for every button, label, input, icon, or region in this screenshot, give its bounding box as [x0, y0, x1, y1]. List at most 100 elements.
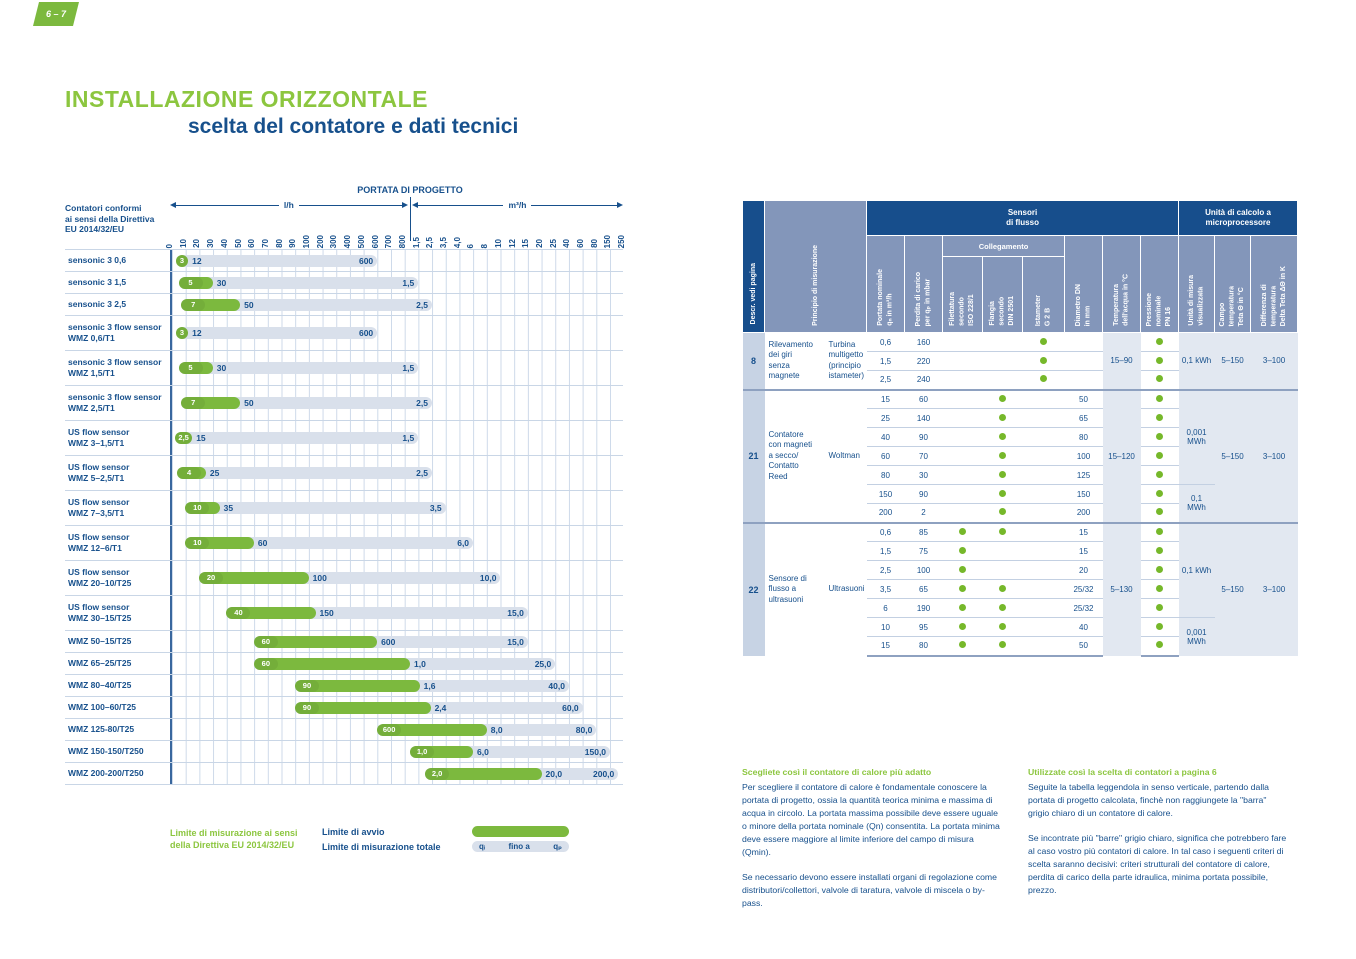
axis-tick-label: 800 [397, 234, 407, 248]
connection-dot-icon [999, 527, 1006, 535]
cell-pressione [1140, 521, 1179, 542]
cell-filettatura [942, 408, 983, 428]
col-header-flangia: Flangia secondo DIN 2501 [982, 256, 1023, 333]
pressure-dot-icon [1156, 394, 1163, 402]
table-row: 22 Sensore di flusso a ultrasuoni Ultrasuo… [742, 521, 1298, 656]
cell-pressione [1140, 541, 1179, 561]
table-row: 21 Contatore con magneti a secco/ Contatt… [742, 388, 1298, 523]
bar-start-range [294, 701, 431, 714]
cell-temperatura: 15–120 [1102, 388, 1141, 523]
legend-green-bar [472, 826, 569, 837]
meter-name: sensonic 3 1,5 [68, 277, 127, 288]
bar-start-range [185, 502, 220, 514]
axis-tick-label: 60 [247, 239, 257, 248]
bar-mid-value: 15 [196, 433, 206, 443]
bar-start-value: 7 [181, 298, 206, 311]
meter-name: sensonic 3 flow sensor WMZ 0,6/T1 [68, 322, 162, 343]
meter-name: WMZ 100–60/T25 [68, 702, 137, 713]
chart-row-plot: 600 8,0 80,0 [169, 719, 623, 740]
pressure-dot-icon [1156, 451, 1163, 459]
table-header-row: Descr. vedi pagina Principio di misurazio… [742, 200, 1299, 333]
axis-tick-label: 6 [466, 243, 476, 248]
cell-pressione [1141, 333, 1179, 352]
cell-istameter [1022, 521, 1065, 542]
bar-total-range [178, 362, 419, 374]
cell-perdita: 85 [904, 521, 943, 542]
col-header-portata: Portata nominale qₙ in m³/h [866, 235, 905, 333]
cell-istameter [1022, 351, 1065, 371]
bar-total-range [178, 276, 419, 289]
meter-name: US flow sensor WMZ 3–1,5/T1 [68, 427, 130, 448]
cell-differenza: 3–100 [1250, 332, 1298, 390]
legend-label-gray: Limite di misurazione totale [322, 841, 441, 852]
bar-start-value: 3 [175, 327, 189, 339]
cell-flangia [982, 408, 1023, 428]
chart-row: sensonic 3 flow sensor WMZ 2,5/T1 7 50 2,5 [65, 386, 623, 421]
meter-name: US flow sensor WMZ 7–3,5/T1 [68, 497, 130, 518]
cell-campo: 5–150 [1214, 521, 1251, 656]
cell-temperatura: 15–90 [1102, 332, 1141, 390]
cell-flangia [982, 541, 1023, 561]
cell-istameter [1022, 465, 1065, 485]
cell-portata: 60 [866, 446, 905, 466]
cell-pressione [1140, 617, 1179, 637]
cell-portata: 3,5 [866, 579, 905, 599]
chart-row: sensonic 3 flow sensor WMZ 1,5/T1 5 30 1,5 [65, 351, 623, 386]
pressure-dot-icon [1156, 413, 1163, 421]
bar-mid-value: 20,0 [545, 768, 563, 779]
chart-row: WMZ 100–60/T25 90 2,4 60,0 [65, 697, 623, 719]
pressure-dot-icon [1156, 432, 1163, 440]
meter-name: WMZ 200-200/T250 [68, 768, 144, 779]
bar-start-value: 40 [226, 607, 251, 619]
chart-row-plot: 10 35 3,5 [169, 491, 623, 525]
legend-qi: qᵢ [479, 842, 486, 851]
meter-name: WMZ 50–15/T25 [68, 636, 132, 647]
cell-unita: 0,001 MWh [1178, 388, 1215, 485]
cell-perdita: 75 [904, 541, 943, 561]
bar-mid-value: 600 [381, 636, 396, 647]
axis-tick-label: 20 [534, 239, 544, 248]
cell-pressione [1140, 560, 1179, 580]
axis-tick-label: 200 [315, 234, 325, 248]
table-row: 60 70 100 [743, 446, 1298, 466]
bar-start-range [177, 467, 206, 479]
cell-filettatura [942, 427, 983, 447]
bar-mid-value: 25 [209, 468, 220, 478]
axis-tick-label: 400 [343, 234, 353, 248]
connection-dot-icon [1040, 375, 1047, 383]
cell-unita: 0,001 MWh [1178, 617, 1215, 656]
cell-portata: 15 [866, 388, 905, 409]
arrow-right-icon [617, 202, 624, 208]
cell-istameter [1022, 408, 1065, 428]
cell-principio: Contatore con magneti a secco/ Contatto … [764, 388, 825, 523]
bar-start-range [253, 635, 378, 648]
cell-diametro [1064, 370, 1103, 390]
cell-istameter [1022, 446, 1065, 466]
cell-perdita: 100 [904, 560, 943, 580]
cell-pressione [1140, 351, 1179, 371]
cell-portata: 200 [866, 503, 905, 523]
page-number: 6 – 7 [45, 9, 67, 19]
bar-end-value: 15,0 [507, 608, 524, 618]
table-row: 150 90 150 0,1 MWh [743, 484, 1298, 523]
chart-row-plot: 90 2,4 60,0 [169, 697, 623, 718]
text-column-heading: Utilizzate così la scelta di contatori a… [1028, 767, 1217, 777]
bar-total-range [185, 502, 446, 514]
connection-dot-icon [999, 622, 1006, 630]
axis-tick-label: 15 [521, 239, 531, 248]
cell-flangia [982, 636, 1023, 657]
axis-tick-label: 4,0 [452, 236, 462, 248]
axis-tick-label: 2,5 [425, 236, 435, 248]
chart-row: WMZ 200-200/T250 2,0 20,0 200,0 [65, 763, 623, 785]
cell-flangia [983, 333, 1023, 352]
page-title: INSTALLAZIONE ORIZZONTALE [65, 86, 429, 112]
cell-portata: 25 [866, 408, 905, 428]
cell-perdita: 90 [904, 427, 943, 447]
cell-perdita: 160 [916, 337, 931, 347]
axis-tick-label: 8 [480, 243, 490, 248]
axis-tick-label: 250 [617, 234, 627, 248]
cell-portata: 2,5 [866, 560, 905, 580]
text-paragraph: Se incontrate più "barre" grigio chiaro,… [1028, 833, 1287, 896]
chart-row: WMZ 80–40/T25 90 1,6 40,0 [65, 675, 623, 697]
cell-portata: 2,5 [866, 370, 905, 390]
